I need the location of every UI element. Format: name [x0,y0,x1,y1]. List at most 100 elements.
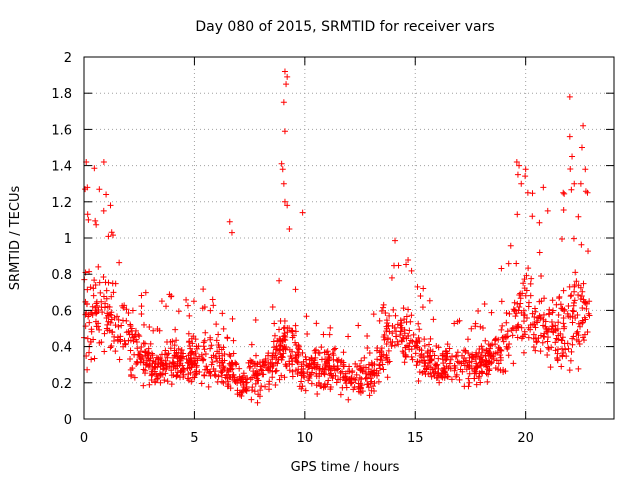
data-point [586,298,593,305]
data-point [482,361,489,368]
data-point [238,393,245,400]
data-point [394,338,401,345]
data-point [130,338,137,345]
data-point [259,367,266,374]
data-point [308,369,315,376]
data-point [571,297,578,304]
data-point [87,284,94,291]
data-point [577,180,584,187]
data-point [215,342,222,349]
data-point [524,189,531,196]
data-point [316,366,323,373]
data-point [518,180,525,187]
data-point [147,340,154,347]
data-point [171,352,178,359]
data-point [487,360,494,367]
data-point [517,300,524,307]
data-point [327,384,334,391]
data-point [560,287,567,294]
data-point [415,378,422,385]
data-point [103,287,110,294]
data-point [84,286,91,293]
data-point [421,342,428,349]
data-point [489,353,496,360]
data-point [385,322,392,329]
data-point [200,343,207,350]
data-point [469,351,476,358]
data-point [510,306,517,313]
data-point [267,363,274,370]
y-tick-label: 1.2 [51,196,72,211]
data-point [401,326,408,333]
data-point [465,363,472,370]
data-point [538,298,545,305]
data-point [479,346,486,353]
data-point [88,326,95,333]
data-point [258,366,265,373]
data-point [233,360,240,367]
data-point [573,278,580,285]
data-point [540,311,547,318]
data-point [561,340,568,347]
data-point [248,358,255,365]
data-point [282,334,289,341]
data-point [488,359,495,366]
data-point [477,354,484,361]
data-point [88,338,95,345]
data-point [435,355,442,362]
data-point [108,293,115,300]
data-point [168,372,175,379]
data-point [570,308,577,315]
data-point [441,374,448,381]
y-tick-label: 0.8 [51,268,72,283]
data-point [146,381,153,388]
data-point [512,307,519,314]
data-point [101,330,108,337]
data-point [172,365,179,372]
data-point [140,340,147,347]
data-point [413,362,420,369]
data-point [187,345,194,352]
data-point [281,324,288,331]
data-point [392,312,399,319]
data-point [567,165,574,172]
data-point [172,326,179,333]
data-point [236,365,243,372]
data-point [364,332,371,339]
data-point [400,305,407,312]
data-point [496,344,503,351]
data-point [205,383,212,390]
data-point [338,357,345,364]
data-point [561,306,568,313]
data-point [84,211,91,218]
data-point [571,282,578,289]
data-point [575,365,582,372]
data-point [348,380,355,387]
data-point [407,318,414,325]
data-point [546,311,553,318]
data-point [321,349,328,356]
data-point [555,312,562,319]
data-point [502,333,509,340]
data-point [559,337,566,344]
data-point [456,359,463,366]
data-point [377,356,384,363]
data-point [335,376,342,383]
data-point [394,321,401,328]
data-point [186,338,193,345]
data-point [483,370,490,377]
data-point [497,351,504,358]
data-point [465,375,472,382]
data-point [167,293,174,300]
data-point [192,350,199,357]
data-point [414,283,421,290]
data-point [89,303,96,310]
data-point [555,319,562,326]
data-point [185,352,192,359]
data-point [101,348,108,355]
data-point [405,332,412,339]
data-point [123,317,130,324]
data-point [408,346,415,353]
data-point [446,345,453,352]
